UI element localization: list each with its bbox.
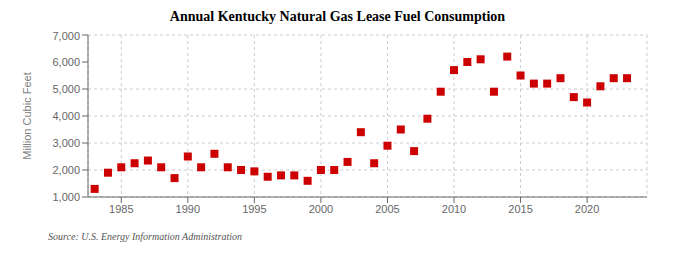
svg-text:2010: 2010 — [442, 203, 466, 215]
svg-text:5,000: 5,000 — [52, 83, 80, 95]
html-text:Source: U.S. Energy Informatio: Source: U.S. Energy Information Administ… — [48, 231, 243, 242]
svg-text:1,000: 1,000 — [52, 191, 80, 203]
svg-text:1990: 1990 — [176, 203, 200, 215]
svg-text:2020: 2020 — [575, 203, 599, 215]
svg-text:2005: 2005 — [375, 203, 399, 215]
svg-text:6,000: 6,000 — [52, 56, 80, 68]
svg-text:1985: 1985 — [109, 203, 133, 215]
svg-text:7,000: 7,000 — [52, 30, 80, 42]
svg-text:1995: 1995 — [242, 203, 266, 215]
html-text:Annual Kentucky Natural Gas Le: Annual Kentucky Natural Gas Lease Fuel C… — [169, 9, 506, 24]
svg-text:3,000: 3,000 — [52, 137, 80, 149]
svg-text:2000: 2000 — [309, 203, 333, 215]
svg-text:2015: 2015 — [508, 203, 532, 215]
svg-text:Million Cubic Feet: Million Cubic Feet — [21, 72, 33, 159]
svg-text:2,000: 2,000 — [52, 164, 80, 176]
svg-text:4,000: 4,000 — [52, 110, 80, 122]
